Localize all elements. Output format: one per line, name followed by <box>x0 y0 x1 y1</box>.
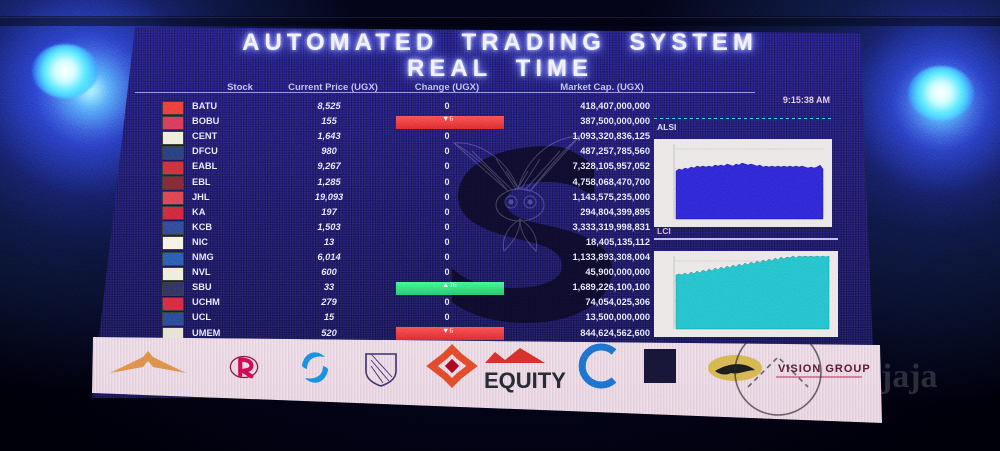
svg-text:EQUITY: EQUITY <box>484 368 566 393</box>
svg-text:VISION GROUP: VISION GROUP <box>778 363 871 375</box>
